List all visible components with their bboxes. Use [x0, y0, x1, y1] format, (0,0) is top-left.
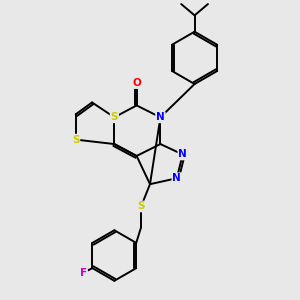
Text: O: O	[132, 78, 141, 88]
Text: F: F	[80, 268, 87, 278]
Text: S: S	[72, 135, 80, 145]
Text: N: N	[178, 149, 187, 160]
Text: N: N	[172, 173, 181, 183]
Text: S: S	[111, 112, 118, 122]
Text: S: S	[137, 202, 145, 212]
Text: N: N	[156, 112, 165, 122]
